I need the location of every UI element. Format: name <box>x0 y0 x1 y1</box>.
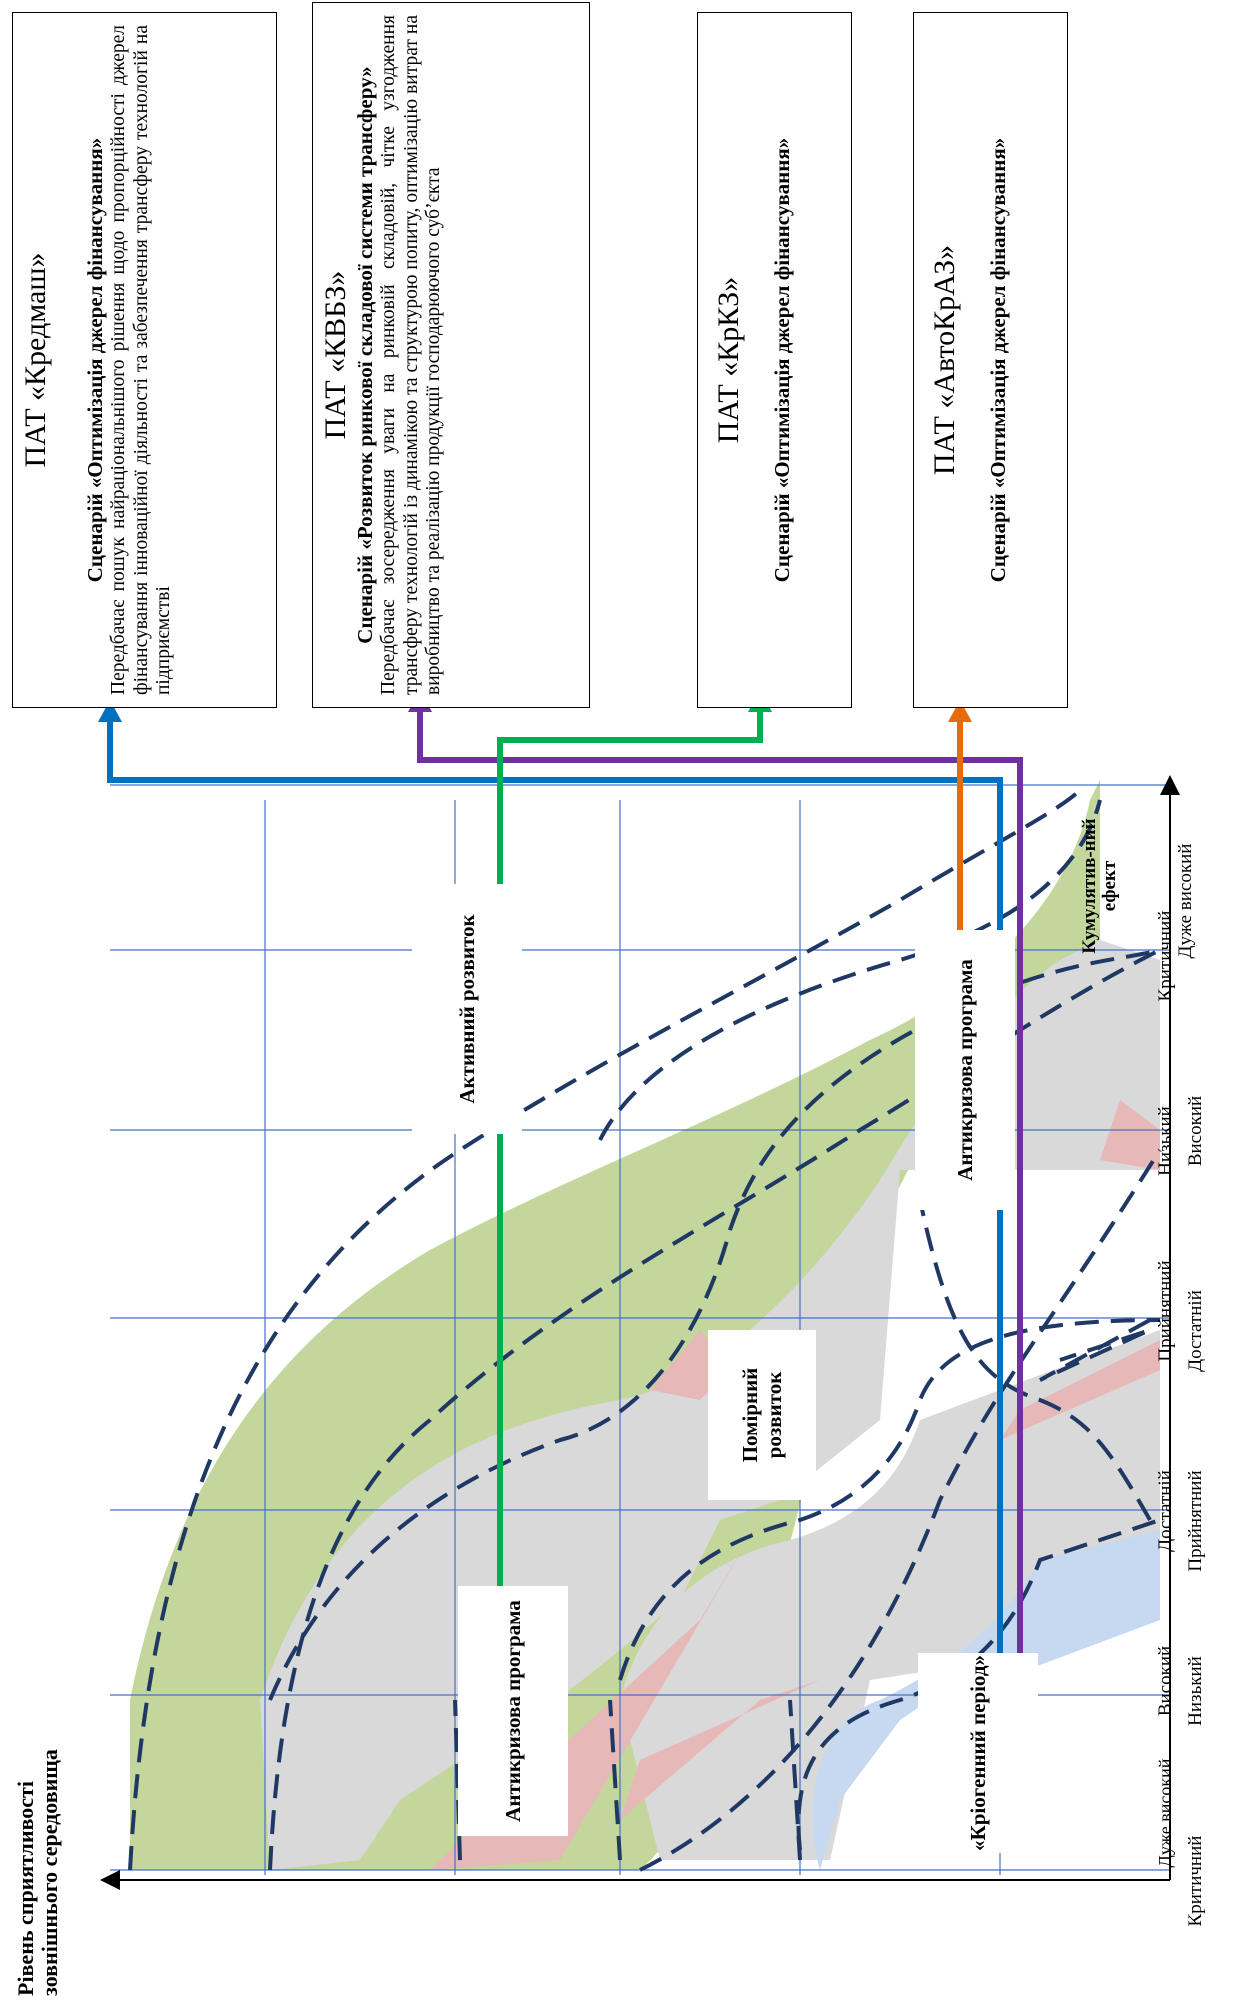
scenario-title: Сценарій «Оптимізація джерел фінансуванн… <box>83 137 107 583</box>
arrow-blue <box>107 720 1003 1780</box>
pink-area-4 <box>1100 1100 1160 1170</box>
x-tick: Критичний <box>1185 1835 1206 1927</box>
y-axis-title: Рівень сприятливості зовнішнього середов… <box>13 1749 63 1996</box>
scenario-title: Сценарій «Розвиток ринкової складової си… <box>353 66 377 644</box>
axes <box>100 775 1180 1890</box>
y-tick: Високий <box>1155 1645 1176 1717</box>
box-krkz: ПАТ «КрКЗ» Сценарій «Оптимізація джерел … <box>697 12 852 708</box>
company-name: ПАТ «Кредмаш» <box>19 252 52 468</box>
blue-area <box>812 1530 1160 1870</box>
box-avtokraz: ПАТ «АвтоКрАЗ» Сценарій «Оптимізація дже… <box>913 12 1068 708</box>
company-name: ПАТ «КрКЗ» <box>712 276 745 444</box>
company-name: ПАТ «КВБЗ» <box>319 270 352 440</box>
label-anticrisis-left: Антикризова програма <box>458 1586 568 1836</box>
pink-area-3 <box>1000 1340 1160 1440</box>
y-tick: Достатній <box>1155 1470 1176 1552</box>
x-tick: Дуже високий <box>1175 843 1196 959</box>
scenario-title: Сценарій «Оптимізація джерел фінансуванн… <box>770 137 794 583</box>
arrow-head-blue <box>98 700 122 722</box>
x-axis-title: Кумулятив-ний ефект <box>1079 818 1120 954</box>
arrow-green <box>497 710 763 1720</box>
box-kvbz: ПАТ «КВБЗ» Сценарій «Розвиток ринкової с… <box>312 2 590 708</box>
x-tick: Низький <box>1185 1656 1206 1726</box>
grey-area-lower <box>620 1330 1160 1860</box>
scenario-desc: Передбачає зосередження уваги на ринкові… <box>378 15 445 695</box>
x-tick: Прийнятний <box>1185 1470 1206 1572</box>
scenario-desc: Передбачає пошук найраціональнішого ріше… <box>108 25 175 695</box>
label-cryogenic-period: «Кріогенний період» <box>918 1653 1038 1853</box>
scenario-title: Сценарій «Оптимізація джерел фінансуванн… <box>986 137 1010 583</box>
label-anticrisis-right: Антикризова програма <box>915 930 1015 1210</box>
y-tick: Прийнятний <box>1155 1260 1176 1362</box>
connector-arrows <box>107 710 1023 1780</box>
label-moderate-development: Помірний розвиток <box>708 1330 816 1500</box>
y-tick: Низький <box>1155 1106 1176 1176</box>
box-kredmash: ПАТ «Кредмаш» Сценарій «Оптимізація джер… <box>12 12 277 708</box>
company-name: ПАТ «АвтоКрАЗ» <box>928 244 961 476</box>
pink-area-1 <box>430 1520 760 1870</box>
x-tick: Достатній <box>1185 1290 1206 1372</box>
arrow-head-orange <box>948 700 972 722</box>
y-tick: Критичний <box>1155 910 1176 1002</box>
arrow-purple <box>417 710 1023 1780</box>
label-active-development: Активний розвиток <box>412 884 522 1134</box>
x-tick: Високий <box>1185 1095 1206 1167</box>
